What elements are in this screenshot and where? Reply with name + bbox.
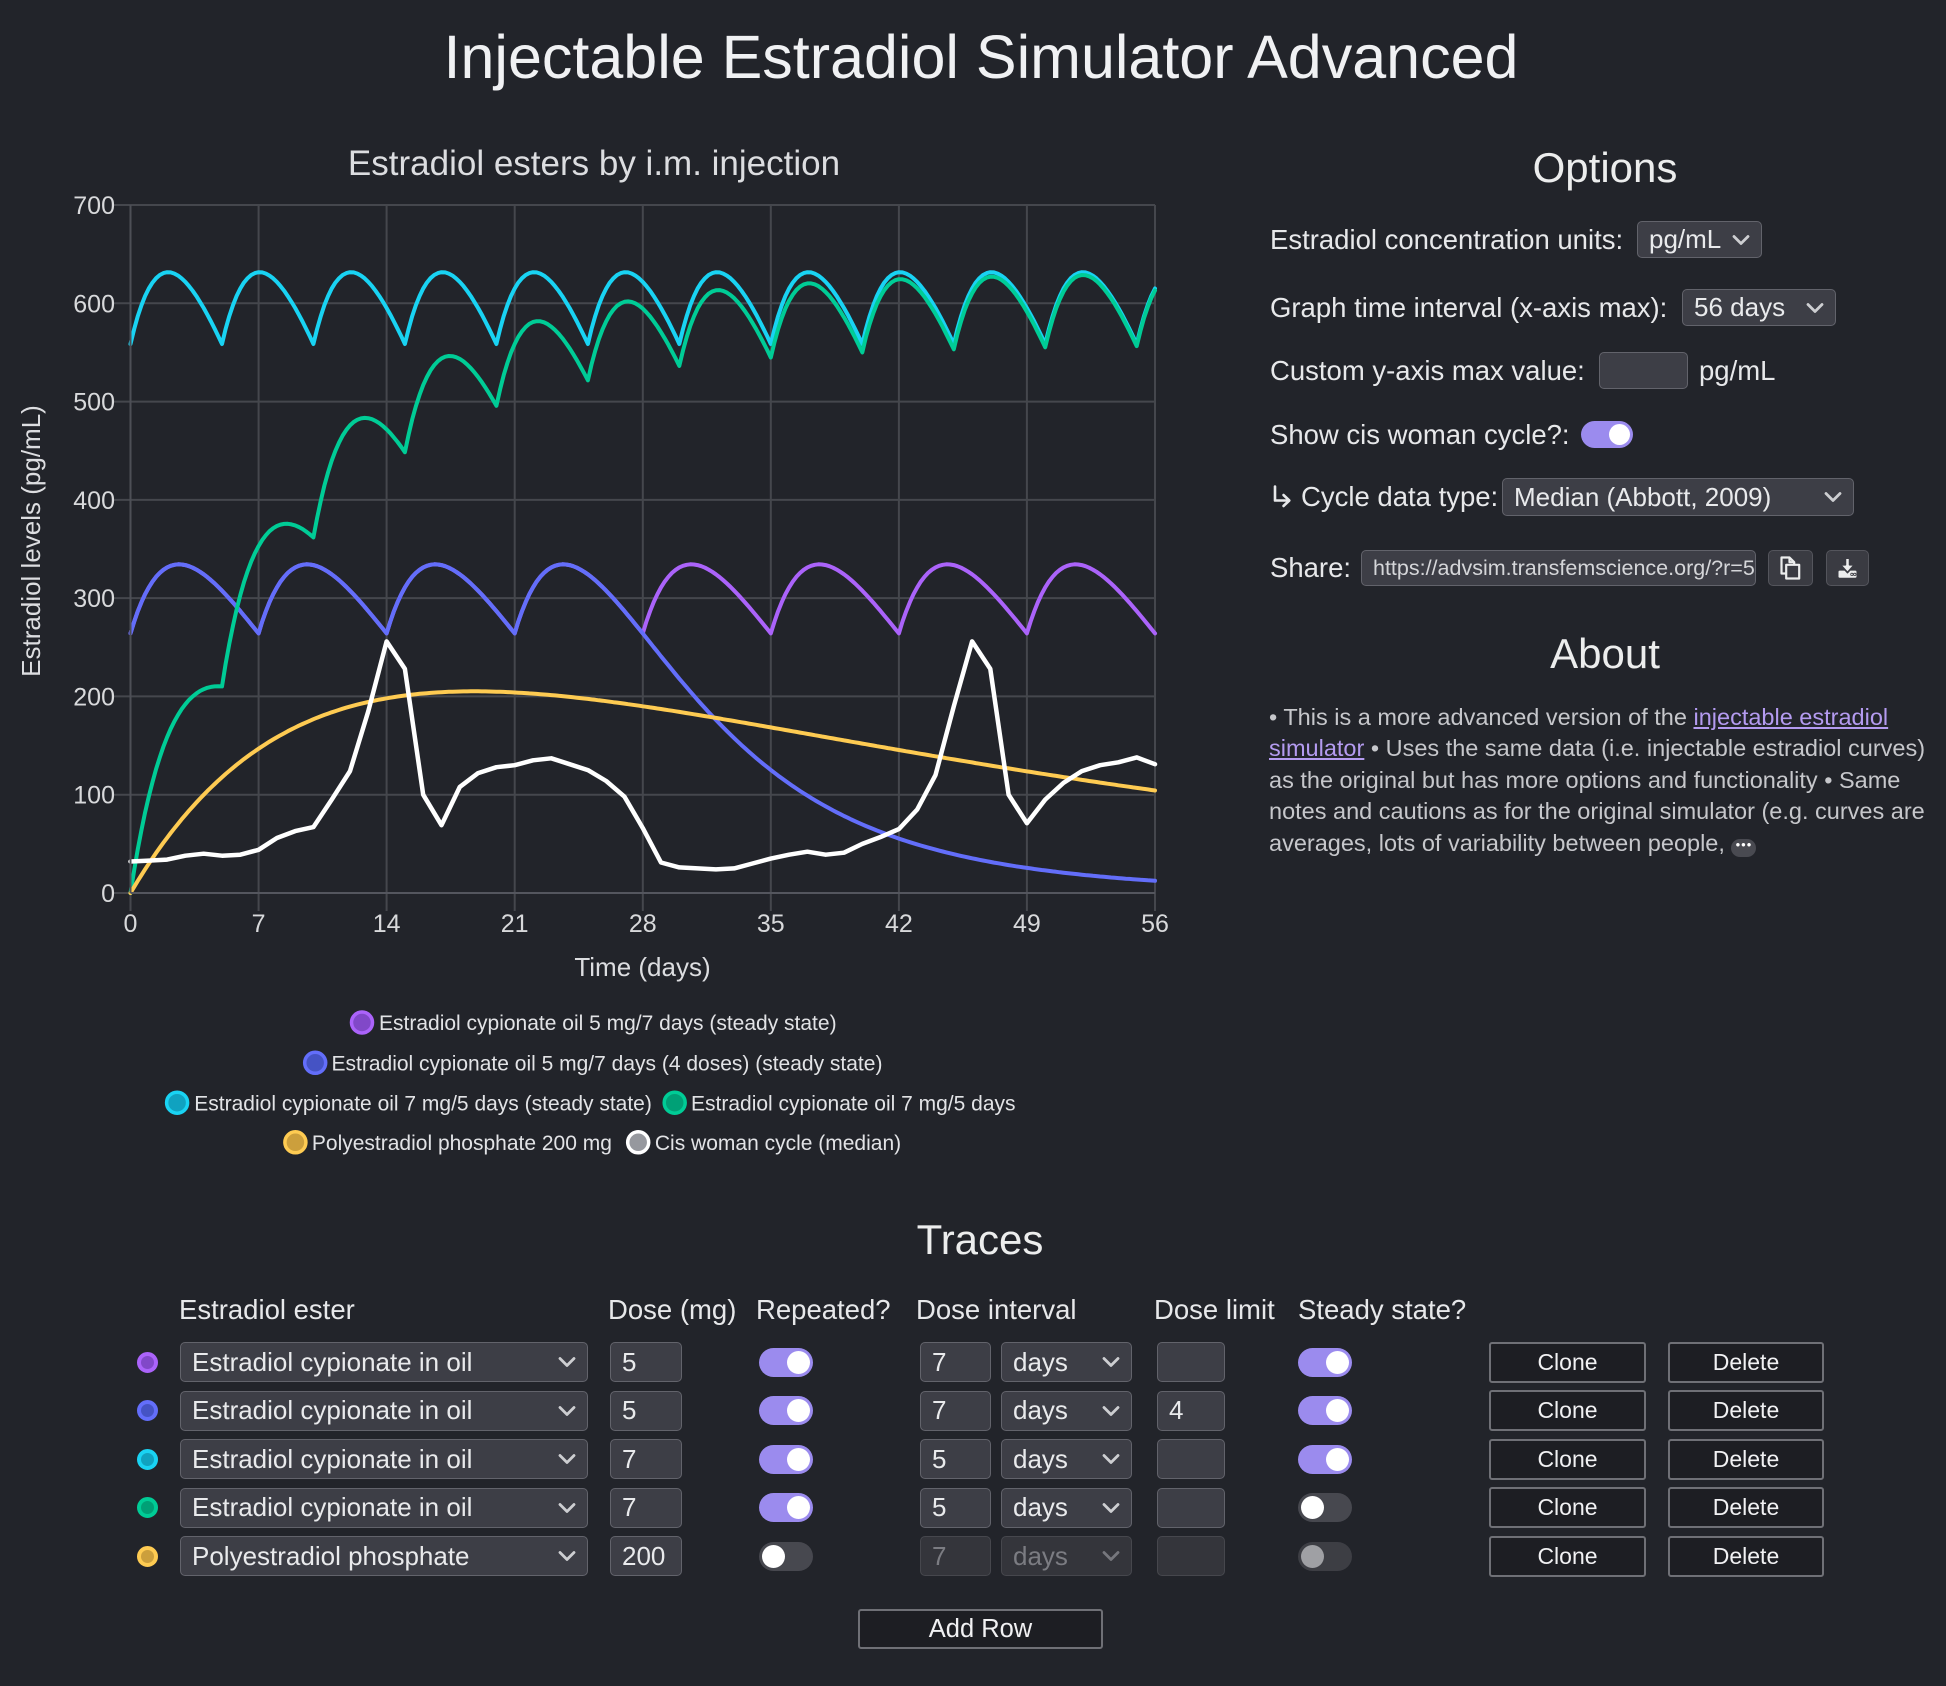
svg-text:35: 35 xyxy=(757,910,785,938)
svg-text:0: 0 xyxy=(124,910,138,938)
svg-text:49: 49 xyxy=(1013,910,1041,938)
svg-text:600: 600 xyxy=(73,290,115,318)
svg-text:Time (days): Time (days) xyxy=(574,952,710,982)
svg-text:Polyestradiol phosphate 200 mg: Polyestradiol phosphate 200 mg xyxy=(312,1132,612,1155)
svg-text:42: 42 xyxy=(885,910,913,938)
svg-text:56: 56 xyxy=(1141,910,1169,938)
svg-text:21: 21 xyxy=(501,910,529,938)
svg-text:400: 400 xyxy=(73,487,115,515)
svg-text:14: 14 xyxy=(373,910,401,938)
svg-text:700: 700 xyxy=(73,192,115,220)
svg-text:500: 500 xyxy=(73,389,115,417)
svg-text:Estradiol esters by i.m. injec: Estradiol esters by i.m. injection xyxy=(348,144,840,183)
svg-text:28: 28 xyxy=(629,910,657,938)
svg-text:7: 7 xyxy=(252,910,266,938)
svg-text:100: 100 xyxy=(73,782,115,810)
svg-text:Estradiol cypionate oil 5 mg/7: Estradiol cypionate oil 5 mg/7 days (4 d… xyxy=(332,1052,883,1075)
svg-text:200: 200 xyxy=(73,683,115,711)
svg-text:Estradiol cypionate oil 7 mg/5: Estradiol cypionate oil 7 mg/5 days xyxy=(691,1092,1016,1115)
svg-text:300: 300 xyxy=(73,585,115,613)
svg-text:Estradiol cypionate oil 5 mg/7: Estradiol cypionate oil 5 mg/7 days (ste… xyxy=(379,1012,837,1035)
svg-text:Estradiol cypionate oil 7 mg/5: Estradiol cypionate oil 7 mg/5 days (ste… xyxy=(194,1092,652,1115)
svg-text:0: 0 xyxy=(101,880,115,908)
svg-text:Cis woman cycle (median): Cis woman cycle (median) xyxy=(655,1132,901,1155)
svg-text:Estradiol levels (pg/mL): Estradiol levels (pg/mL) xyxy=(16,405,46,677)
